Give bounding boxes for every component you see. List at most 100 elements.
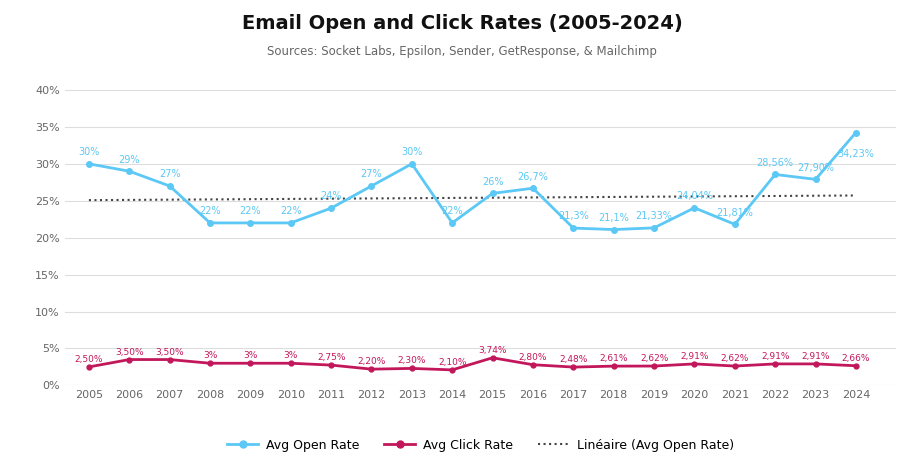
Text: 26%: 26% [481,177,504,187]
Avg Open Rate [245,220,256,226]
Line: Avg Open Rate: Avg Open Rate [86,130,858,232]
Text: 3,50%: 3,50% [155,348,184,357]
Text: 24,04%: 24,04% [676,191,713,201]
Text: 2,10%: 2,10% [438,358,467,367]
Avg Open Rate [83,161,94,167]
Linéaire (Avg Open Rate) [810,193,821,198]
Linéaire (Avg Open Rate) [124,197,135,203]
Avg Open Rate [649,225,660,231]
Avg Open Rate [446,220,457,226]
Text: 28,56%: 28,56% [757,158,794,168]
Avg Click Rate [729,363,740,369]
Line: Avg Click Rate: Avg Click Rate [87,355,858,372]
Avg Open Rate [567,225,578,231]
Avg Click Rate [366,366,377,372]
Avg Click Rate [286,360,297,366]
Avg Click Rate [850,363,861,368]
Text: 3%: 3% [203,351,217,360]
Avg Click Rate [204,360,215,366]
Text: 3,74%: 3,74% [479,346,507,355]
Text: 26,7%: 26,7% [517,172,549,181]
Linéaire (Avg Open Rate) [567,195,578,200]
Avg Open Rate [729,221,740,227]
Avg Open Rate [850,130,861,135]
Avg Click Rate [325,362,336,368]
Avg Open Rate [325,205,336,211]
Text: Sources: Socket Labs, Epsilon, Sender, GetResponse, & Mailchimp: Sources: Socket Labs, Epsilon, Sender, G… [267,45,657,58]
Text: 22%: 22% [280,206,301,216]
Avg Open Rate [286,220,297,226]
Avg Click Rate [689,361,700,367]
Linéaire (Avg Open Rate) [689,194,700,199]
Linéaire (Avg Open Rate) [325,196,336,202]
Text: 2,30%: 2,30% [397,356,426,366]
Avg Click Rate [407,366,418,371]
Text: 22%: 22% [200,206,221,216]
Text: 30%: 30% [79,147,100,157]
Avg Click Rate [164,357,176,362]
Avg Open Rate [366,183,377,189]
Avg Click Rate [810,361,821,367]
Text: 2,50%: 2,50% [75,355,103,364]
Text: 34,23%: 34,23% [837,149,874,159]
Linéaire (Avg Open Rate) [770,193,781,199]
Text: 21,1%: 21,1% [599,213,629,223]
Text: 2,62%: 2,62% [721,354,749,363]
Linéaire (Avg Open Rate) [487,195,498,201]
Text: 27%: 27% [159,169,180,180]
Avg Open Rate [487,190,498,196]
Text: 29%: 29% [118,155,140,164]
Text: 2,20%: 2,20% [358,357,385,366]
Avg Open Rate [204,220,215,226]
Avg Open Rate [407,161,418,167]
Linéaire (Avg Open Rate) [608,194,619,200]
Text: 2,75%: 2,75% [317,353,346,362]
Text: 30%: 30% [401,147,422,157]
Text: 2,66%: 2,66% [842,354,870,363]
Legend: Avg Open Rate, Avg Click Rate, Linéaire (Avg Open Rate): Avg Open Rate, Avg Click Rate, Linéaire … [222,434,739,457]
Line: Linéaire (Avg Open Rate): Linéaire (Avg Open Rate) [89,196,856,200]
Linéaire (Avg Open Rate) [446,195,457,201]
Avg Open Rate [164,183,176,189]
Avg Click Rate [770,361,781,367]
Avg Click Rate [608,363,619,369]
Avg Click Rate [487,355,498,360]
Linéaire (Avg Open Rate) [649,194,660,200]
Linéaire (Avg Open Rate) [245,196,256,202]
Text: 2,80%: 2,80% [518,353,547,362]
Avg Click Rate [528,362,539,368]
Avg Click Rate [649,363,660,369]
Text: 27%: 27% [360,169,383,180]
Text: 2,48%: 2,48% [559,355,588,364]
Text: 2,62%: 2,62% [640,354,668,363]
Linéaire (Avg Open Rate) [204,196,215,202]
Text: Email Open and Click Rates (2005-2024): Email Open and Click Rates (2005-2024) [241,14,683,33]
Avg Open Rate [608,227,619,232]
Linéaire (Avg Open Rate) [850,193,861,198]
Avg Open Rate [770,172,781,177]
Linéaire (Avg Open Rate) [407,196,418,201]
Linéaire (Avg Open Rate) [83,197,94,203]
Text: 3%: 3% [243,351,258,360]
Text: 2,61%: 2,61% [600,354,628,363]
Text: 2,91%: 2,91% [801,352,830,361]
Avg Open Rate [810,177,821,182]
Avg Open Rate [528,185,539,191]
Text: 22%: 22% [239,206,261,216]
Linéaire (Avg Open Rate) [528,195,539,200]
Text: 24%: 24% [321,191,342,202]
Avg Click Rate [245,360,256,366]
Avg Click Rate [83,364,94,370]
Text: 21,33%: 21,33% [636,211,673,221]
Text: 27,90%: 27,90% [797,163,834,172]
Text: 3%: 3% [284,351,298,360]
Avg Open Rate [689,205,700,211]
Avg Click Rate [567,364,578,370]
Text: 2,91%: 2,91% [680,352,709,361]
Linéaire (Avg Open Rate) [286,196,297,202]
Text: 21,81%: 21,81% [716,208,753,218]
Text: 2,91%: 2,91% [761,352,789,361]
Avg Open Rate [124,168,135,174]
Avg Click Rate [446,367,457,373]
Text: 3,50%: 3,50% [115,348,143,357]
